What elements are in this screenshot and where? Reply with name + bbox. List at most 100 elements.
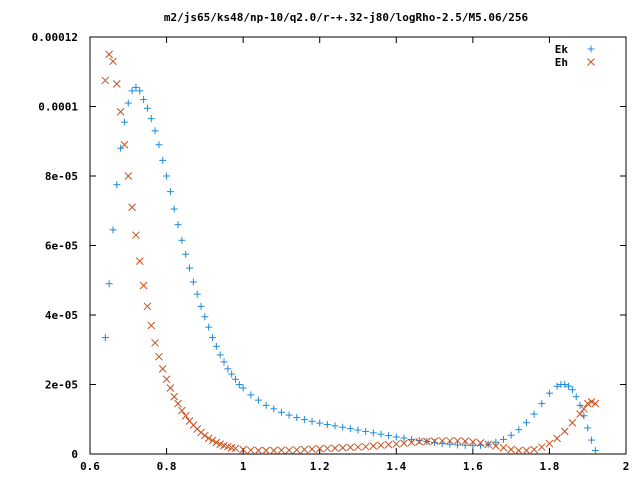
y-tick-label: 6e-05 bbox=[45, 240, 78, 253]
data-point-eh bbox=[201, 431, 209, 440]
data-point-ek bbox=[178, 236, 186, 244]
data-point-eh bbox=[124, 172, 133, 180]
data-point-ek bbox=[346, 425, 354, 433]
data-point-eh bbox=[109, 57, 117, 66]
data-point-eh bbox=[262, 446, 270, 455]
data-point-eh bbox=[587, 398, 596, 406]
data-point-ek bbox=[316, 419, 324, 427]
data-point-eh bbox=[553, 434, 561, 443]
data-point-eh bbox=[484, 440, 493, 449]
data-point-ek bbox=[117, 144, 125, 152]
data-point-ek bbox=[392, 433, 400, 441]
data-point-ek bbox=[553, 382, 561, 390]
data-point-eh bbox=[246, 446, 255, 455]
data-series bbox=[101, 50, 600, 455]
data-point-ek bbox=[132, 83, 140, 91]
data-point-eh bbox=[181, 411, 190, 420]
data-point-eh bbox=[430, 437, 439, 445]
data-point-ek bbox=[254, 396, 262, 404]
data-point-ek bbox=[109, 226, 117, 234]
data-point-ek bbox=[270, 405, 278, 413]
data-point-ek bbox=[224, 365, 232, 373]
data-point-eh bbox=[162, 375, 171, 384]
data-point-ek bbox=[538, 400, 546, 408]
data-point-eh bbox=[469, 437, 477, 446]
data-point-eh bbox=[212, 438, 221, 447]
plot-frame bbox=[89, 36, 627, 455]
data-point-ek bbox=[507, 431, 515, 439]
x-tick-label: 1.2 bbox=[310, 460, 330, 473]
data-point-eh bbox=[530, 445, 538, 454]
data-point-eh bbox=[338, 443, 347, 452]
data-point-ek bbox=[239, 384, 247, 392]
data-point-ek bbox=[120, 118, 128, 126]
data-point-ek bbox=[128, 87, 136, 95]
data-point-eh bbox=[269, 446, 278, 455]
data-point-eh bbox=[254, 446, 263, 455]
data-point-ek bbox=[228, 370, 236, 378]
data-point-ek bbox=[369, 429, 377, 437]
data-point-ek bbox=[400, 434, 408, 442]
data-point-eh bbox=[491, 442, 500, 450]
data-point-eh bbox=[105, 50, 113, 59]
data-point-eh bbox=[583, 399, 592, 408]
data-point-eh bbox=[135, 257, 144, 265]
data-point-ek bbox=[235, 381, 243, 388]
data-point-eh bbox=[239, 445, 247, 454]
data-point-ek bbox=[454, 441, 462, 449]
data-point-eh bbox=[155, 352, 163, 361]
data-point-eh bbox=[331, 444, 339, 452]
data-point-eh bbox=[580, 404, 588, 413]
data-point-eh bbox=[423, 437, 431, 446]
data-point-ek bbox=[113, 181, 121, 189]
data-point-ek bbox=[186, 264, 194, 272]
data-point-ek bbox=[151, 127, 159, 135]
data-point-ek bbox=[209, 334, 217, 342]
data-point-eh bbox=[453, 436, 462, 445]
data-point-eh bbox=[178, 406, 186, 415]
data-point-ek bbox=[588, 436, 596, 444]
x-tick-label: 1.6 bbox=[463, 460, 483, 473]
data-point-eh bbox=[143, 302, 152, 311]
data-point-ek bbox=[377, 430, 385, 438]
data-point-eh bbox=[400, 439, 408, 448]
data-point-ek bbox=[300, 416, 308, 424]
series-ek bbox=[101, 83, 599, 455]
data-point-ek bbox=[576, 401, 584, 409]
data-point-ek bbox=[545, 389, 553, 397]
data-point-eh bbox=[346, 443, 355, 452]
data-point-eh bbox=[204, 434, 213, 443]
data-point-ek bbox=[591, 447, 599, 455]
data-point-ek bbox=[469, 442, 477, 450]
data-point-eh bbox=[514, 446, 523, 455]
data-point-ek bbox=[323, 420, 331, 428]
data-point-ek bbox=[101, 334, 109, 342]
data-point-eh bbox=[560, 427, 569, 436]
x-tick-label: 2 bbox=[623, 460, 630, 473]
data-point-eh bbox=[461, 437, 470, 445]
data-point-ek bbox=[163, 172, 171, 180]
data-point-ek bbox=[362, 427, 370, 435]
data-point-ek bbox=[182, 250, 190, 258]
data-point-ek bbox=[124, 99, 132, 107]
data-point-eh bbox=[576, 410, 584, 418]
data-point-ek bbox=[174, 221, 182, 229]
data-point-eh bbox=[323, 444, 332, 453]
data-point-eh bbox=[507, 445, 515, 454]
data-point-eh bbox=[128, 203, 136, 212]
data-point-eh bbox=[147, 321, 156, 330]
legend-label: Eh bbox=[555, 56, 568, 69]
data-point-eh bbox=[139, 281, 148, 290]
data-point-ek bbox=[572, 393, 580, 401]
y-axis: 0 2e-05 4e-05 6e-05 8e-05 0.0001 0.00012 bbox=[32, 31, 626, 461]
series-eh bbox=[101, 50, 600, 455]
x-tick-label: 1.4 bbox=[386, 460, 406, 473]
data-point-ek bbox=[293, 414, 301, 422]
x-tick-label: 0.8 bbox=[157, 460, 177, 473]
data-point-eh bbox=[354, 443, 362, 451]
x-tick-label: 1.8 bbox=[539, 460, 559, 473]
data-point-eh bbox=[285, 446, 293, 455]
data-point-ek bbox=[166, 188, 174, 196]
data-point-eh bbox=[545, 439, 554, 448]
data-point-ek bbox=[354, 426, 362, 434]
